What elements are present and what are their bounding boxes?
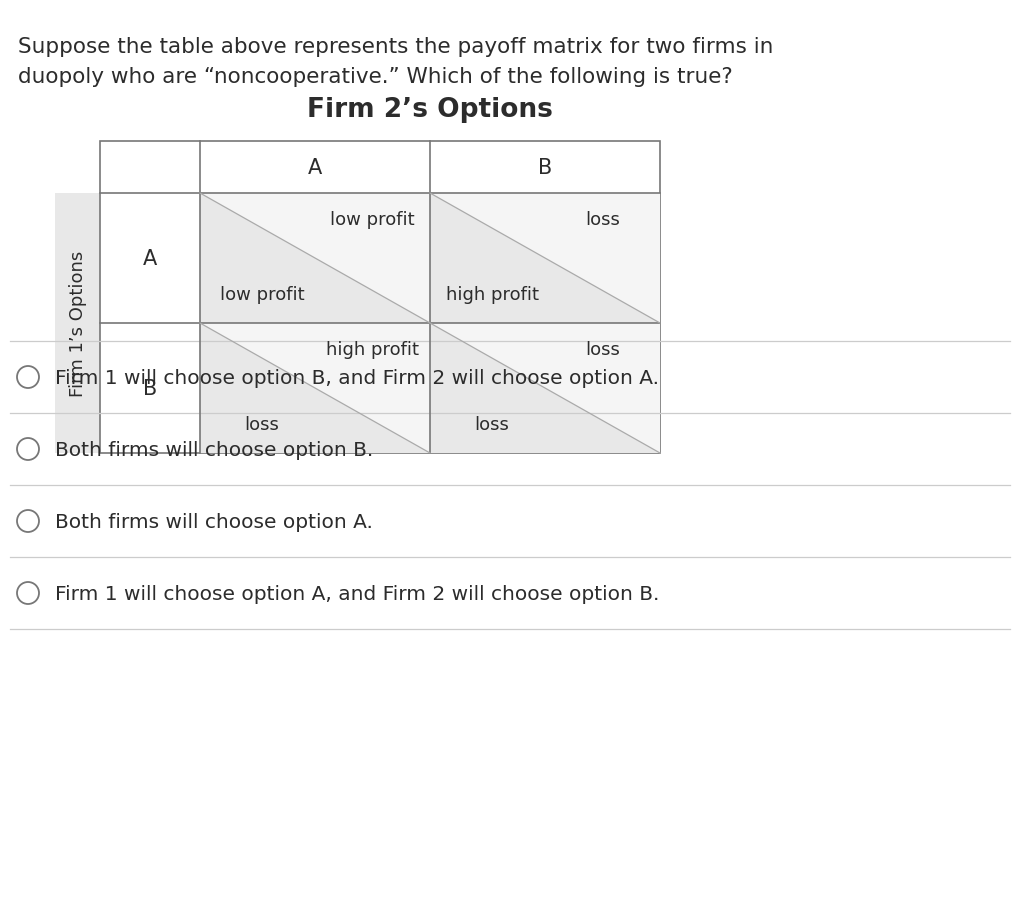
Bar — [100, 142, 660, 454]
Polygon shape — [430, 323, 660, 454]
Text: high profit: high profit — [326, 341, 419, 359]
Text: low profit: low profit — [330, 210, 415, 229]
Text: loss: loss — [475, 416, 510, 434]
Text: Both firms will choose option A.: Both firms will choose option A. — [55, 512, 373, 531]
Polygon shape — [430, 194, 660, 323]
Text: Firm 1’s Options: Firm 1’s Options — [69, 251, 86, 396]
Text: high profit: high profit — [445, 286, 539, 304]
Text: Suppose the table above represents the payoff matrix for two firms in: Suppose the table above represents the p… — [18, 37, 773, 57]
Text: Both firms will choose option B.: Both firms will choose option B. — [55, 440, 374, 459]
Text: A: A — [143, 249, 157, 269]
Polygon shape — [430, 323, 660, 454]
Text: B: B — [143, 379, 157, 399]
Text: loss: loss — [585, 341, 620, 359]
Text: Firm 2’s Options: Firm 2’s Options — [307, 97, 553, 123]
Text: A: A — [308, 158, 323, 178]
Text: duopoly who are “noncooperative.” Which of the following is true?: duopoly who are “noncooperative.” Which … — [18, 67, 733, 87]
Polygon shape — [200, 194, 430, 323]
Text: low profit: low profit — [220, 286, 304, 304]
Text: Firm 1 will choose option B, and Firm 2 will choose option A.: Firm 1 will choose option B, and Firm 2 … — [55, 368, 659, 387]
Text: Firm 1 will choose option A, and Firm 2 will choose option B.: Firm 1 will choose option A, and Firm 2 … — [55, 584, 659, 603]
Bar — [55, 194, 100, 454]
Text: B: B — [538, 158, 552, 178]
Polygon shape — [200, 194, 430, 323]
Text: loss: loss — [585, 210, 620, 229]
Polygon shape — [200, 323, 430, 454]
Text: loss: loss — [245, 416, 280, 434]
Polygon shape — [200, 323, 430, 454]
Polygon shape — [430, 194, 660, 323]
